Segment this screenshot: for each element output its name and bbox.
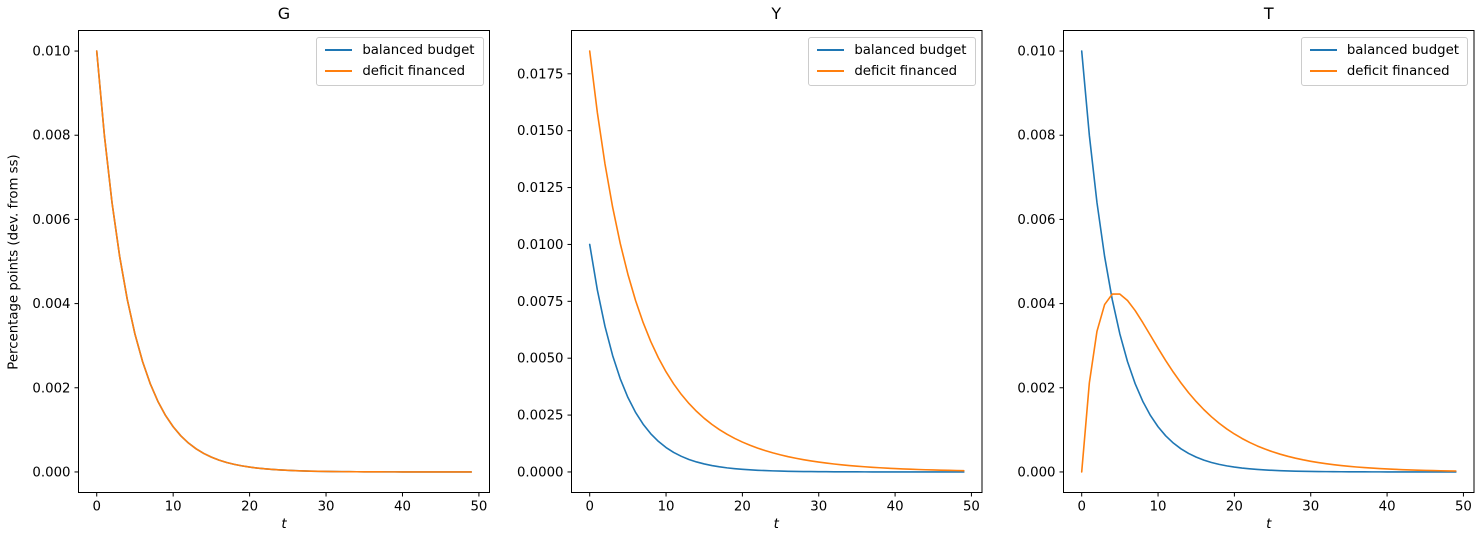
y-tick-label: 0.006 [1017,213,1055,228]
x-tick-label: 10 [657,500,674,515]
legend-line-swatch-deficit-financed [325,69,353,73]
axes-frame [78,30,490,493]
legend-line-swatch-deficit-financed [1309,69,1337,73]
x-tick-label: 50 [962,500,979,515]
x-tick-label: 20 [1226,500,1243,515]
y-tick-label: 0.002 [32,381,70,396]
x-tick-label: 0 [92,500,100,515]
series-line-balanced-budget [588,243,965,473]
y-tick-label: 0.008 [1017,129,1055,144]
series-line-balanced-budget [1080,50,1457,473]
series-line-deficit-financed [95,50,473,473]
subplot-title: G [277,4,291,23]
y-tick-label: 0.0100 [516,238,563,253]
subplot-title: Y [771,4,782,23]
y-tick-label: 0.0150 [516,124,563,139]
legend: balanced budget deficit financed [316,36,484,86]
legend-line-swatch-deficit-financed [817,69,845,73]
legend-label: deficit financed [1346,63,1450,79]
legend-entry: balanced budget [817,42,967,58]
y-tick-label: 0.000 [32,465,70,480]
x-tick-label: 10 [1150,500,1167,515]
x-axis-label: t [773,517,779,532]
series-line-deficit-financed [1080,293,1457,473]
x-tick-label: 20 [241,500,258,515]
x-axis-label: t [281,517,287,532]
x-axis-label: t [1266,517,1272,532]
x-tick-label: 0 [1077,500,1085,515]
legend-label: balanced budget [362,42,475,58]
legend-line-swatch-balanced-budget [325,48,353,52]
plot-area: 0 10 20 30 40 50 0.000 0.002 0.004 0.006 0.008 0.01… [1017,30,1475,515]
y-tick-label: 0.004 [1017,297,1055,312]
y-tick-label: 0.0125 [516,181,563,196]
legend: balanced budget deficit financed [1300,36,1468,86]
y-tick-label: 0.0025 [516,409,563,424]
x-tick-label: 40 [1379,500,1396,515]
y-tick-label: 0.0050 [516,352,563,367]
y-tick-label: 0.002 [1017,381,1055,396]
plot-area: 0 10 20 30 40 50 0.000 0.002 0.004 0.006 0.008 0.01… [32,30,490,515]
y-tick-label: 0.010 [32,45,70,60]
legend: balanced budget deficit financed [808,36,976,86]
legend-label: deficit financed [362,63,466,79]
x-tick-label: 50 [1455,500,1472,515]
subplot-g: G 0 10 20 30 40 50 0.000 0.002 0.004 0.006 0.008 0.… [7,4,490,532]
x-tick-label: 40 [394,500,411,515]
plot-area: 0 10 20 30 40 50 0.0000 0.0025 0.0050 0.0075 0.010… [516,30,982,515]
y-tick-label: 0.000 [1017,465,1055,480]
x-tick-label: 30 [810,500,827,515]
y-tick-label: 0.006 [32,213,70,228]
subplot-t: T 0 10 20 30 40 50 0.000 0.002 0.004 0.006 0.008 0.… [1017,4,1475,532]
x-tick-label: 30 [318,500,335,515]
legend-entry: deficit financed [325,64,474,79]
legend-entry: deficit financed [817,64,966,79]
x-tick-label: 0 [585,500,593,515]
legend-entry: deficit financed [1309,63,1459,79]
y-tick-label: 0.0175 [516,67,563,82]
axes-frame [1063,30,1475,493]
legend-label: balanced budget [854,42,967,58]
subplot-y: Y 0 10 20 30 40 50 0.0000 0.0025 0.0050 0.0075 0.0… [516,4,982,532]
legend-entry: balanced budget [325,42,475,58]
legend-entry: balanced budget [1309,42,1459,58]
subplot-title: T [1263,4,1274,23]
legend-line-swatch-balanced-budget [817,48,845,52]
x-tick-label: 40 [886,500,903,515]
y-tick-label: 0.008 [32,129,70,144]
series-line-deficit-financed [588,50,965,472]
y-tick-label: 0.0075 [516,295,563,310]
y-tick-label: 0.010 [1017,45,1055,60]
legend-label: balanced budget [1346,42,1459,58]
x-tick-label: 20 [733,500,750,515]
y-tick-label: 0.004 [32,297,70,312]
y-tick-label: 0.0000 [516,465,563,480]
axes-frame [570,30,982,493]
x-tick-label: 30 [1302,500,1319,515]
x-tick-label: 10 [165,500,182,515]
y-axis-label: Percentage points (dev. from ss) [6,153,22,370]
series-line-balanced-budget [95,50,473,473]
legend-label: deficit financed [854,63,958,79]
x-tick-label: 50 [470,500,487,515]
legend-line-swatch-balanced-budget [1309,48,1337,52]
